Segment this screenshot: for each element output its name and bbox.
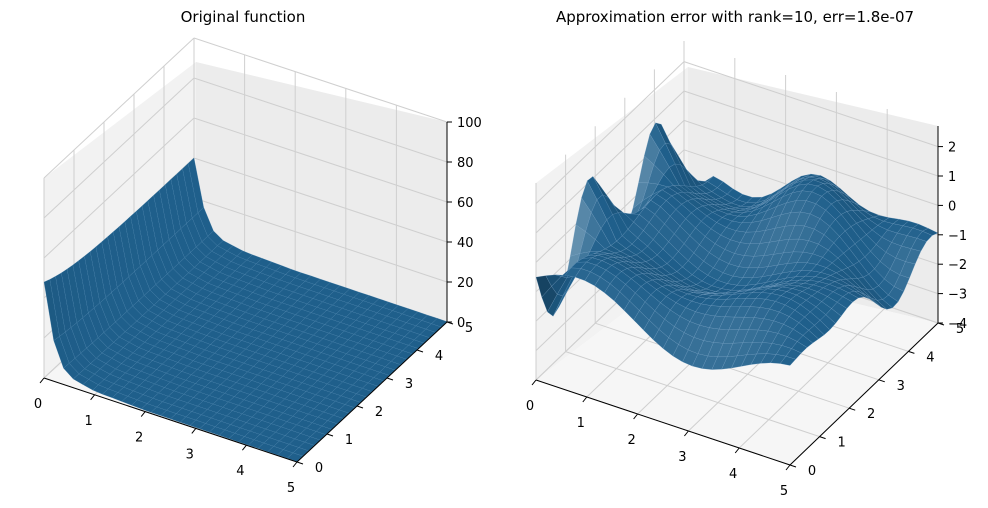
x-tick-mark — [582, 396, 588, 403]
x-tick-label: 3 — [678, 450, 686, 465]
grid-line — [683, 90, 939, 177]
y-tick-label: 4 — [926, 350, 934, 365]
x-tick-label: 0 — [34, 397, 42, 412]
x-tick-label: 0 — [526, 399, 534, 414]
z-tick-label: 0 — [457, 316, 465, 331]
y-tick-label: 3 — [897, 379, 905, 394]
y-axis-line — [789, 322, 939, 466]
y-tick-mark — [849, 407, 856, 411]
x-tick-mark — [39, 377, 45, 384]
grid-line — [43, 117, 195, 259]
grid-line — [193, 117, 448, 203]
z-tick-label: −2 — [948, 258, 967, 273]
y-tick-label: 5 — [956, 322, 964, 337]
surface-plot — [43, 157, 448, 462]
x-tick-label: 2 — [627, 433, 635, 448]
y-tick-mark — [386, 377, 394, 381]
x-tick-mark — [734, 447, 740, 454]
x-tick-mark — [531, 379, 537, 386]
x-tick-label: 2 — [135, 431, 143, 446]
x-tick-mark — [292, 461, 298, 468]
y-tick-mark — [908, 350, 915, 354]
y-tick-label: 4 — [435, 349, 443, 364]
y-axis-line — [296, 321, 448, 463]
grid-line — [683, 119, 939, 206]
y-tick-mark — [416, 349, 424, 353]
z-tick-label: 2 — [948, 141, 956, 156]
chart-title: Approximation error with rank=10, err=1.… — [556, 8, 914, 26]
x-tick-label: 1 — [84, 414, 92, 429]
y-tick-label: 3 — [405, 377, 413, 392]
z-tick-label: 1 — [948, 170, 956, 185]
axes-lines — [535, 126, 939, 466]
grid-line — [193, 77, 448, 163]
grid-line — [565, 351, 820, 438]
y-tick-mark — [789, 464, 797, 468]
z-tick-label: −1 — [948, 229, 967, 244]
y-tick-mark — [296, 461, 304, 465]
x-tick-mark — [785, 464, 791, 471]
grid-line — [43, 37, 195, 179]
x-tick-label: 5 — [287, 481, 295, 496]
y-tick-label: 0 — [315, 461, 323, 476]
x-tick-label: 3 — [186, 447, 194, 462]
z-tick-label: 0 — [948, 199, 956, 214]
y-tick-label: 5 — [465, 321, 473, 336]
grid-line — [43, 77, 195, 219]
z-tick-label: 100 — [457, 116, 482, 131]
x-tick-mark — [684, 430, 689, 437]
y-tick-label: 0 — [808, 464, 816, 479]
z-tick-label: 60 — [457, 196, 474, 211]
x-tick-mark — [242, 444, 247, 451]
chart-title: Original function — [181, 8, 306, 26]
grid-line — [535, 61, 685, 204]
x-tick-label: 4 — [236, 464, 244, 479]
grid-line — [738, 305, 888, 449]
surface-face — [779, 355, 797, 366]
x-axis-line — [43, 377, 298, 463]
z-tick-label: −3 — [948, 288, 967, 303]
surface-plot — [535, 122, 939, 370]
z-tick-label: −4 — [948, 317, 967, 332]
grid-line — [535, 90, 685, 234]
x-axis-line — [535, 379, 791, 466]
x-tick-label: 1 — [577, 416, 585, 431]
x-tick-label: 5 — [780, 484, 788, 499]
grid-line — [193, 197, 448, 283]
y-tick-label: 2 — [375, 405, 383, 420]
y-tick-mark — [356, 405, 364, 409]
z-tick-label: 40 — [457, 236, 474, 251]
y-tick-mark — [326, 433, 334, 437]
x-tick-label: 4 — [729, 467, 737, 482]
z-tick-label: 80 — [457, 156, 474, 171]
y-tick-label: 2 — [867, 407, 875, 422]
x-tick-mark — [633, 413, 638, 420]
x-tick-mark — [191, 428, 197, 434]
grid-line — [193, 37, 448, 123]
z-tick-label: 20 — [457, 276, 474, 291]
axes-lines — [43, 122, 448, 463]
x-tick-mark — [140, 411, 146, 417]
y-tick-label: 1 — [345, 433, 353, 448]
grid-line — [193, 157, 448, 243]
y-tick-mark — [878, 379, 885, 383]
y-tick-mark — [819, 436, 826, 440]
grid-line — [683, 61, 939, 148]
y-tick-label: 1 — [837, 436, 845, 451]
x-tick-mark — [90, 394, 95, 401]
